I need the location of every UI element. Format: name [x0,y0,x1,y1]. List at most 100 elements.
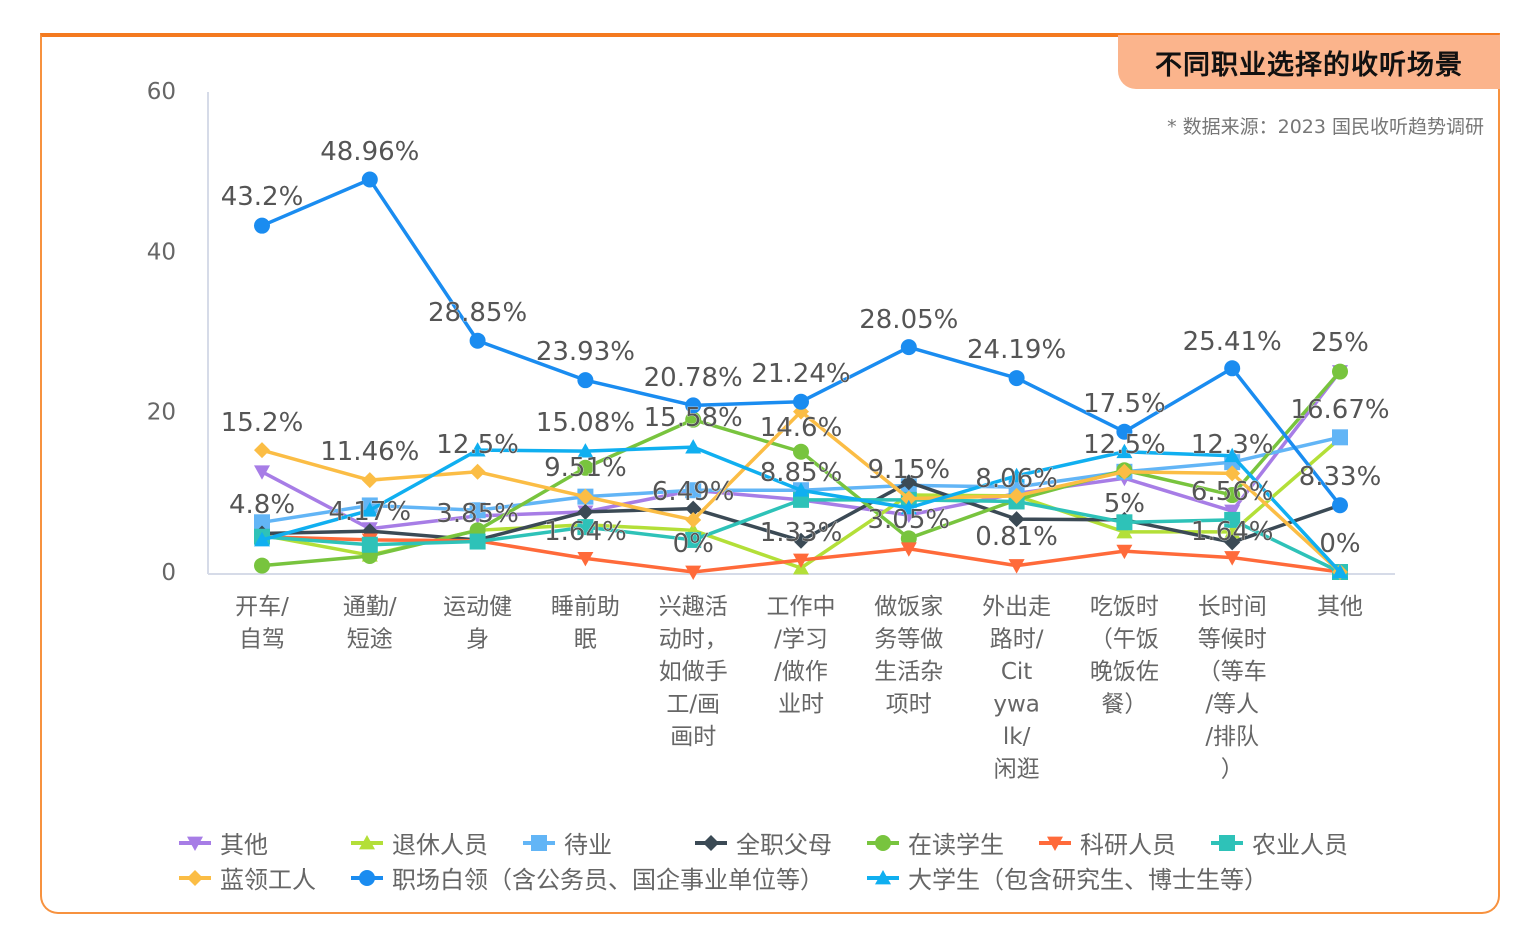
circle-marker [254,557,270,574]
square-marker [469,502,486,519]
diamond-marker [793,532,809,549]
data-label: 12.5% [436,430,519,460]
triangle-marker [1332,564,1348,579]
circle-marker [359,869,375,886]
legend-triangle-icon [351,834,383,849]
square-marker [1332,429,1348,446]
triangle-marker [254,531,270,547]
x-tick-label: ） [1221,757,1244,783]
circle-marker [793,443,809,460]
data-label: 28.05% [859,305,958,335]
data-label: 12.3% [1191,430,1274,460]
diamond-marker [1224,534,1241,551]
data-label: 3.05% [867,505,950,535]
legend-circle-icon [351,869,383,886]
diamond-marker [900,490,917,507]
circle-marker [469,332,486,349]
y-tick-label: 40 [147,239,176,265]
triangle-marker [1008,467,1025,483]
legend-label: 科研人员 [1080,831,1176,859]
triangle-marker [361,502,378,517]
legend-item[interactable]: 全职父母 [694,825,832,860]
triangle-down-marker [793,553,809,568]
triangle-down-marker [1224,551,1241,566]
x-tick-label: 工/画 [666,692,720,718]
x-tick-label: 画时 [670,724,716,750]
legend-item[interactable]: 在读学生 [866,825,1004,860]
legend-label: 退休人员 [392,831,488,859]
triangle-marker [875,869,891,884]
legend-label: 大学生（包含研究生、博士生等） [908,866,1268,894]
x-tick-label: 兴趣活 [659,594,728,620]
x-tick-label: 其他 [1317,594,1363,620]
x-tick-label: Cit [1001,659,1032,685]
x-tick-label: 身 [466,627,489,653]
diamond-marker [1008,487,1025,504]
legend-item[interactable]: 农业人员 [1210,825,1348,860]
x-tick-label: 眠 [574,627,597,653]
data-label: 1.64% [1191,517,1274,547]
square-marker [1219,834,1235,851]
legend-label: 职场白领（含公务员、国企事业单位等） [392,866,824,894]
circle-marker [900,339,917,356]
legend-triangle-down-icon [179,836,211,851]
x-tick-label: 项时 [886,692,932,718]
diamond-marker [703,834,719,851]
square-marker [685,531,702,548]
x-tick-label: /做作 [774,659,828,685]
data-label: 15.58% [644,403,743,433]
circle-marker [1008,370,1025,387]
diamond-marker [1008,511,1025,528]
x-tick-label: 通勤/ [343,594,397,620]
square-marker [254,514,270,531]
series-大学生（包含研究生、博士生等） [254,439,1348,579]
square-marker [531,834,547,851]
square-marker [469,533,486,550]
triangle-down-marker [254,465,270,480]
diamond-marker [361,472,378,489]
circle-marker [1332,497,1348,514]
triangle-marker [469,442,486,457]
data-label: 28.85% [428,298,527,328]
circle-marker [685,397,702,414]
data-label: 12.5% [1083,430,1166,460]
data-label: 1.33% [760,518,843,548]
square-marker [1224,511,1241,528]
x-tick-label: /等人 [1205,692,1259,718]
legend-label: 其他 [220,831,268,859]
diamond-marker [900,474,917,491]
legend-item[interactable]: 退休人员 [350,825,488,860]
data-label: 8.33% [1299,462,1382,492]
legend-item[interactable]: 大学生（包含研究生、博士生等） [866,860,1268,895]
legend-item[interactable]: 其他 [178,825,268,860]
series-职场白领（含公务员、国企事业单位等） [254,171,1348,514]
legend-triangle-down-icon [1039,836,1071,851]
circle-marker [685,411,702,428]
legend-item[interactable]: 待业 [522,825,612,860]
legend-label: 全职父母 [736,831,832,859]
legend-item[interactable]: 蓝领工人 [178,860,316,895]
legend-item[interactable]: 职场白领（含公务员、国企事业单位等） [350,860,824,895]
x-tick-label: 等候时 [1198,627,1267,653]
data-label: 23.93% [536,337,635,367]
data-label: 4.17% [328,497,411,527]
triangle-marker [1116,443,1133,459]
x-tick-label: 路时/ [990,627,1044,653]
circle-marker [577,372,594,389]
x-tick-label: 餐） [1101,692,1147,718]
x-tick-label: 如做手 [659,659,728,685]
data-label: 0% [673,529,714,559]
data-source-note: * 数据来源：2023 国民收听趋势调研 [1167,116,1484,138]
legend-item[interactable]: 科研人员 [1038,825,1176,860]
circle-marker [1224,360,1241,377]
legend-diamond-icon [695,834,727,851]
diamond-marker [187,869,203,886]
circle-marker [793,393,809,410]
diamond-marker [1116,463,1133,480]
legend-label: 蓝领工人 [220,866,316,894]
data-label: 16.67% [1290,395,1389,425]
diamond-marker [685,511,702,528]
legend-square-icon [1211,834,1243,851]
x-tick-label: 晚饭佐 [1090,659,1159,685]
chart-title: 不同职业选择的收听场景 [1155,49,1463,81]
